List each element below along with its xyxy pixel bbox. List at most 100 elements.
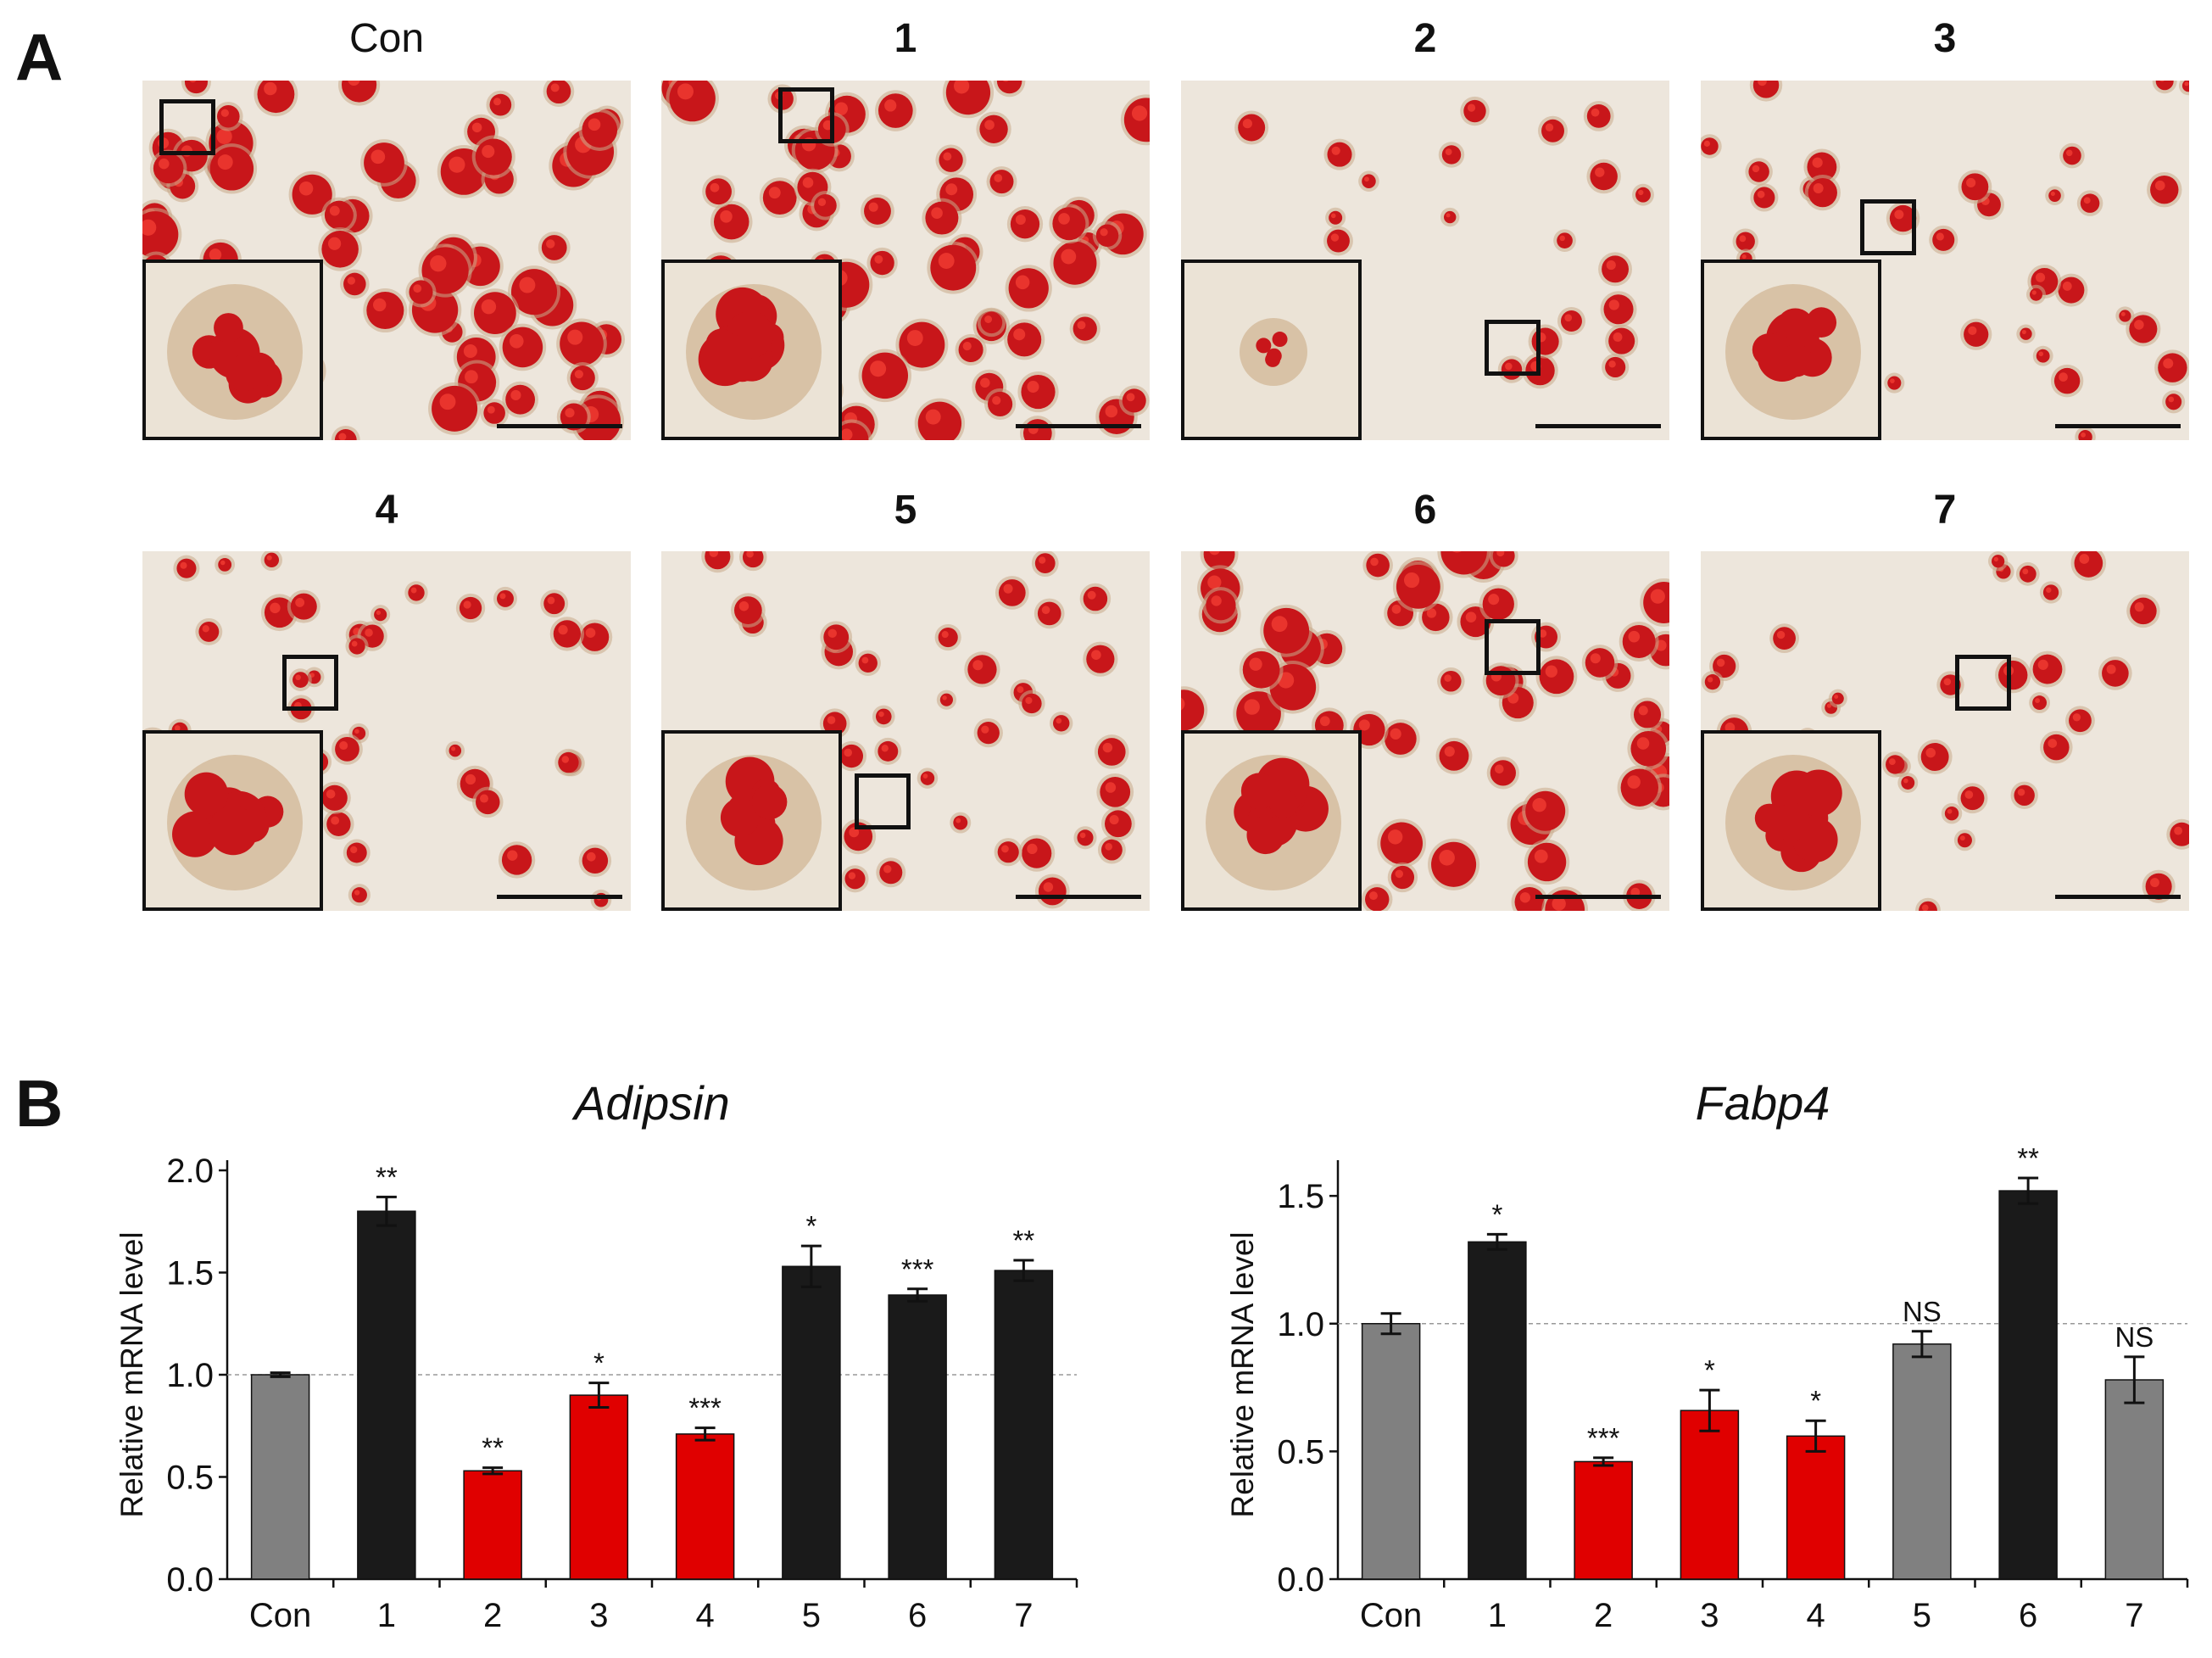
micrograph-5 <box>661 551 1150 911</box>
significance-label: * <box>1704 1354 1715 1386</box>
x-tick-label: 5 <box>802 1597 821 1634</box>
x-tick-label: 6 <box>2019 1597 2037 1634</box>
x-tick-label: 6 <box>908 1597 927 1634</box>
bar-7 <box>2104 1379 2165 1580</box>
y-tick-label: 0.5 <box>166 1460 214 1497</box>
roi-box-icon <box>1485 619 1541 675</box>
bar-Con <box>250 1374 310 1580</box>
significance-label: ** <box>376 1161 398 1192</box>
micrograph-1 <box>661 81 1150 440</box>
scale-bar <box>2055 424 2181 428</box>
adipsin-bar-chart: Adipsin Relative mRNA level 0.0 0.5 1.0 1.5 2.… <box>114 1076 1094 1654</box>
image-label: 6 <box>1413 488 1437 533</box>
roi-box-icon <box>1955 655 2011 711</box>
y-tick-label: 1.5 <box>1277 1178 1324 1215</box>
significance-label: ** <box>482 1432 504 1464</box>
significance-label: NS <box>2114 1321 2153 1353</box>
roi-box-icon <box>778 87 834 143</box>
x-tick-label: Con <box>1360 1597 1422 1634</box>
x-tick-label: 1 <box>1488 1597 1507 1634</box>
zoom-inset-icon <box>1181 260 1362 440</box>
roi-box-icon <box>855 773 911 829</box>
image-label: 3 <box>1933 16 1957 61</box>
micrograph-4 <box>142 551 631 911</box>
significance-label: *** <box>901 1253 934 1285</box>
x-tick-label: 3 <box>589 1597 608 1634</box>
scale-bar <box>2055 895 2181 899</box>
scale-bar <box>1535 424 1661 428</box>
x-tick-label: 5 <box>1913 1597 1931 1634</box>
bar-4 <box>1786 1435 1846 1580</box>
bar-Con <box>1361 1323 1421 1580</box>
y-tick-label: 0.0 <box>166 1561 214 1599</box>
zoom-inset-icon <box>142 260 323 440</box>
x-tick-label: 2 <box>483 1597 502 1634</box>
significance-label: * <box>805 1210 816 1242</box>
zoom-inset-icon <box>1701 730 1881 911</box>
x-tick-label: 4 <box>696 1597 715 1634</box>
adipsin-chart-svg: Adipsin Relative mRNA level 0.0 0.5 1.0 1.5 2.… <box>114 1076 1078 1634</box>
significance-label: NS <box>1903 1296 1942 1327</box>
zoom-inset-icon <box>142 730 323 911</box>
bar-1 <box>1468 1241 1527 1580</box>
micrograph-3 <box>1701 81 2189 440</box>
zoom-inset-icon <box>661 730 842 911</box>
significance-label: * <box>1810 1385 1821 1416</box>
significance-label: *** <box>688 1393 722 1424</box>
zoom-inset-icon <box>661 260 842 440</box>
image-label: 4 <box>375 488 398 533</box>
scale-bar <box>1535 895 1661 899</box>
significance-label: ** <box>2017 1142 2039 1174</box>
bar-6 <box>888 1294 947 1580</box>
y-tick-label: 2.0 <box>166 1153 214 1190</box>
roi-box-icon <box>282 655 338 711</box>
panel-a-letter: A <box>15 20 64 94</box>
x-tick-label: 7 <box>2125 1597 2143 1634</box>
x-tick-label: Con <box>249 1597 311 1634</box>
zoom-inset-icon <box>1181 730 1362 911</box>
image-label: 7 <box>1933 488 1957 533</box>
bar-1 <box>357 1210 416 1580</box>
y-tick-label: 1.0 <box>166 1357 214 1394</box>
x-tick-label: 1 <box>377 1597 396 1634</box>
roi-box-icon <box>159 99 215 155</box>
fabp4-chart-svg: Fabp4 Relative mRNA level 0.0 0.5 1.0 1.5 Con *… <box>1225 1076 2189 1634</box>
bar-5 <box>1892 1343 1952 1580</box>
bar-4 <box>675 1433 735 1580</box>
y-axis-label: Relative mRNA level <box>114 1231 149 1517</box>
bar-3 <box>1680 1410 1740 1580</box>
x-tick-label: 4 <box>1807 1597 1825 1634</box>
y-axis-label: Relative mRNA level <box>1225 1231 1260 1517</box>
micrograph-6 <box>1181 551 1669 911</box>
y-tick-label: 0.0 <box>1277 1561 1324 1599</box>
bar-2 <box>1574 1460 1633 1580</box>
roi-box-icon <box>1485 320 1541 376</box>
image-label: 5 <box>894 488 917 533</box>
scale-bar <box>497 424 622 428</box>
image-label: Con <box>348 16 425 61</box>
fabp4-bar-chart: Fabp4 Relative mRNA level 0.0 0.5 1.0 1.5 Con *… <box>1225 1076 2204 1654</box>
image-label: 1 <box>894 16 917 61</box>
panel-b-letter: B <box>15 1066 64 1141</box>
chart-title: Fabp4 <box>1696 1076 1830 1130</box>
micrograph-2 <box>1181 81 1669 440</box>
significance-label: * <box>1491 1198 1502 1230</box>
significance-label: ** <box>1013 1225 1035 1256</box>
bar-7 <box>994 1270 1054 1580</box>
micrograph-Con <box>142 81 631 440</box>
y-tick-label: 1.5 <box>166 1255 214 1292</box>
bar-6 <box>1998 1190 2058 1580</box>
bar-5 <box>782 1265 841 1580</box>
significance-label: *** <box>1587 1422 1620 1454</box>
x-tick-label: 7 <box>1014 1597 1033 1634</box>
bar-2 <box>463 1470 522 1580</box>
x-tick-label: 3 <box>1700 1597 1719 1634</box>
roi-box-icon <box>1860 199 1916 255</box>
significance-label: * <box>593 1348 605 1379</box>
scale-bar <box>497 895 622 899</box>
zoom-inset-icon <box>1701 260 1881 440</box>
chart-title: Adipsin <box>571 1076 730 1130</box>
bar-3 <box>569 1394 629 1580</box>
y-tick-label: 1.0 <box>1277 1306 1324 1343</box>
scale-bar <box>1016 895 1141 899</box>
